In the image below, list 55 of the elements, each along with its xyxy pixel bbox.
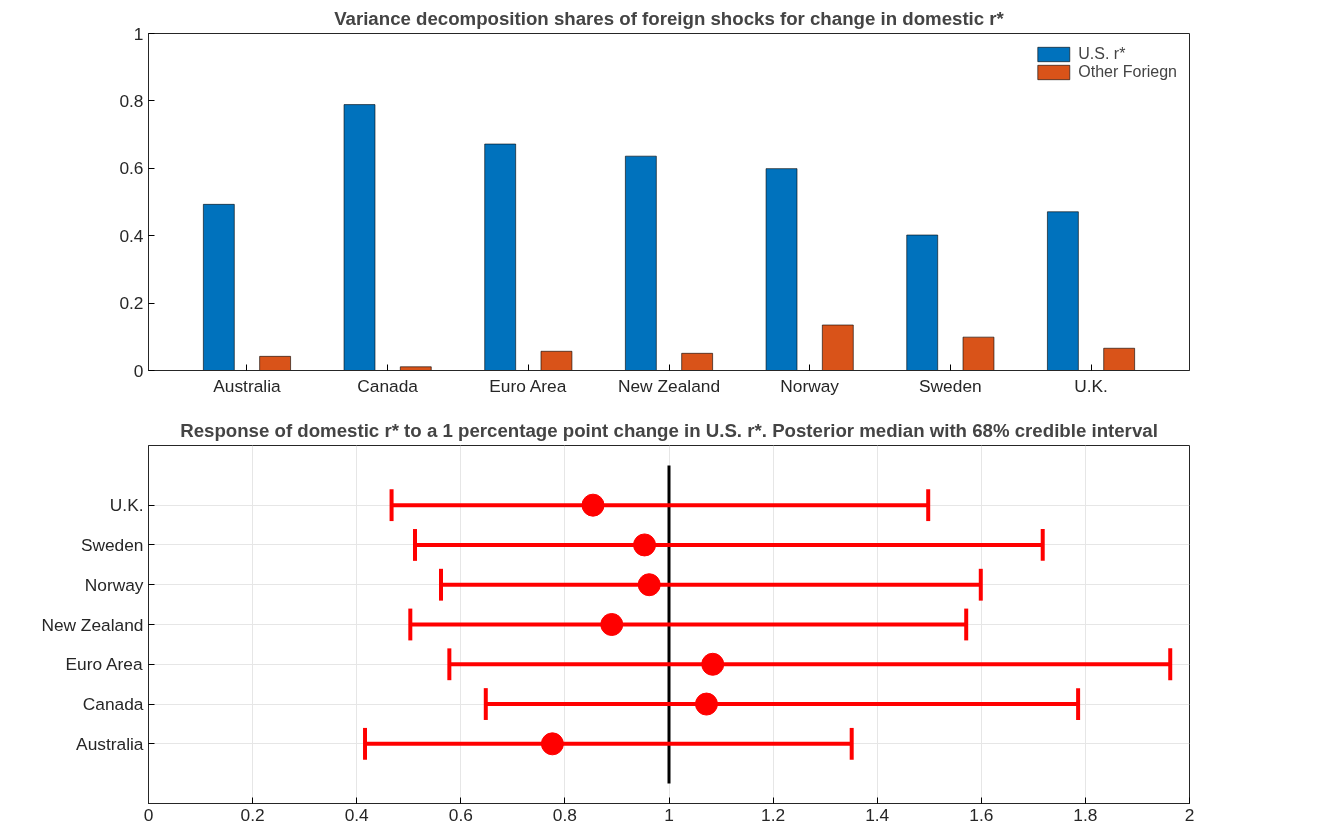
y-tick-label: Canada [82,694,144,715]
bar [540,350,573,371]
bar [203,204,235,371]
legend-label: U.S. r* [1078,45,1126,63]
x-tick-label: Norway [780,375,840,396]
y-tick-label: New Zealand [41,614,144,635]
bar [1103,347,1135,371]
x-tick-label: 1.8 [1073,804,1098,825]
x-tick-label: Australia [213,375,282,396]
x-tick-label: 0.4 [344,804,370,825]
point [581,493,605,517]
x-tick-label: Euro Area [489,375,567,396]
x-tick-label: 1.6 [969,804,994,825]
point [637,573,661,597]
chart-title: Variance decomposition shares of foreign shocks for change in domestic r* [334,7,1005,29]
y-tick-label: 0.8 [119,90,144,111]
bar [1047,211,1079,371]
y-tick-label: 1 [133,23,144,44]
x-tick-label: 2 [1184,804,1195,825]
legend-label: Other Foriegn [1078,63,1177,81]
x-tick-label: 1 [664,804,674,825]
y-tick-label: 0.2 [119,293,144,314]
x-tick-label: 0.8 [552,804,577,825]
y-tick-label: U.K. [109,495,144,516]
x-tick-label: 1.2 [761,804,786,825]
x-tick-label: 0.6 [448,804,473,825]
point [540,732,564,756]
y-tick-label: Sweden [80,534,144,555]
x-tick-label: Canada [357,375,419,396]
y-tick-label: Norway [84,574,144,595]
bar [343,104,376,371]
bar [962,336,995,371]
x-tick-label: New Zealand [617,375,721,396]
x-tick-label: 1.4 [865,804,890,825]
bar [681,353,713,371]
y-tick-label: 0.6 [119,158,144,179]
y-tick-label: 0 [133,360,144,381]
x-tick-label: U.K. [1074,375,1108,396]
point [694,692,718,716]
bar [484,143,516,371]
bar [259,356,291,371]
x-tick-label: 0.2 [240,804,265,825]
bar [400,366,432,371]
bar [822,324,854,371]
bar [906,234,938,371]
chart-title: Response of domestic r* to a 1 percentage point change in U.S. r*. Posterior median with 68% credible interval [180,419,1158,441]
point [633,533,657,557]
bar [625,155,657,371]
point [600,613,624,636]
bar [765,168,798,371]
y-tick-label: Australia [76,733,144,754]
y-tick-label: Euro Area [65,654,143,675]
point [701,652,725,676]
y-tick-label: 0.4 [119,225,144,246]
x-tick-label: Sweden [919,375,982,396]
